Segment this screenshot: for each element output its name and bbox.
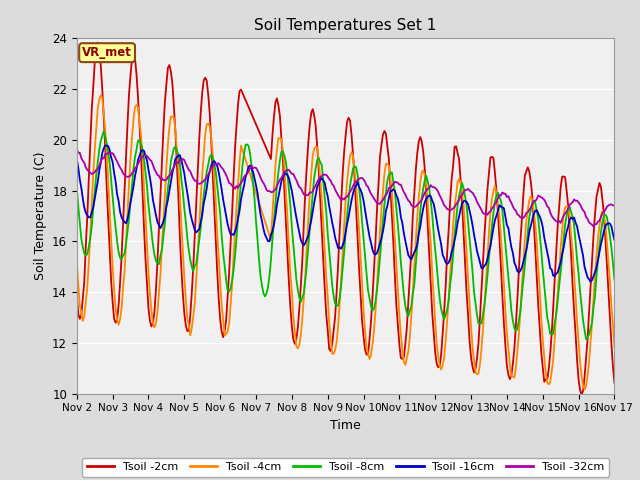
Text: VR_met: VR_met	[82, 46, 132, 59]
Legend: Tsoil -2cm, Tsoil -4cm, Tsoil -8cm, Tsoil -16cm, Tsoil -32cm: Tsoil -2cm, Tsoil -4cm, Tsoil -8cm, Tsoi…	[82, 458, 609, 477]
X-axis label: Time: Time	[330, 419, 361, 432]
Title: Soil Temperatures Set 1: Soil Temperatures Set 1	[255, 18, 436, 33]
Y-axis label: Soil Temperature (C): Soil Temperature (C)	[33, 152, 47, 280]
